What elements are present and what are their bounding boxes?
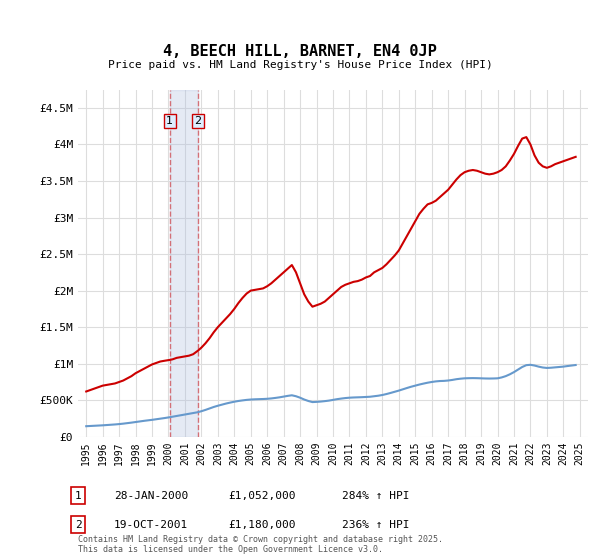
Bar: [170, 90, 198, 437]
Text: 1: 1: [74, 491, 82, 501]
Text: 4, BEECH HILL, BARNET, EN4 0JP: 4, BEECH HILL, BARNET, EN4 0JP: [163, 44, 437, 59]
Text: 2: 2: [194, 116, 202, 126]
Text: £1,180,000: £1,180,000: [228, 520, 296, 530]
Text: 284% ↑ HPI: 284% ↑ HPI: [342, 491, 409, 501]
Text: Price paid vs. HM Land Registry's House Price Index (HPI): Price paid vs. HM Land Registry's House …: [107, 60, 493, 70]
Text: Contains HM Land Registry data © Crown copyright and database right 2025.
This d: Contains HM Land Registry data © Crown c…: [78, 535, 443, 554]
Text: 28-JAN-2000: 28-JAN-2000: [114, 491, 188, 501]
Text: £1,052,000: £1,052,000: [228, 491, 296, 501]
Text: 19-OCT-2001: 19-OCT-2001: [114, 520, 188, 530]
Text: 2: 2: [74, 520, 82, 530]
Text: 1: 1: [166, 116, 173, 126]
Text: 236% ↑ HPI: 236% ↑ HPI: [342, 520, 409, 530]
